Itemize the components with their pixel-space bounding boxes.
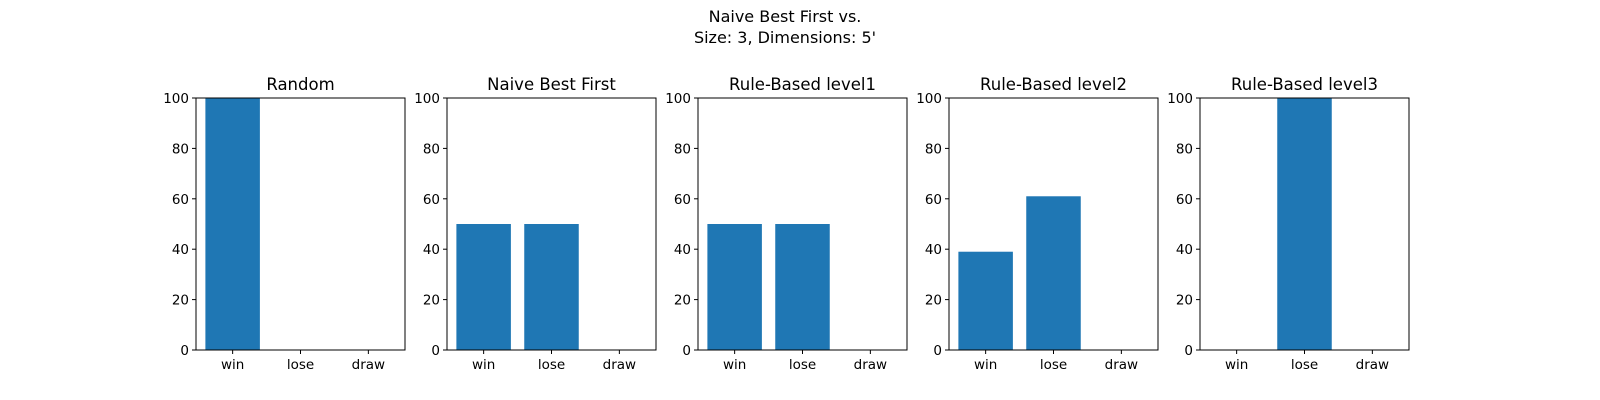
subplot-4: 0 20 40 60 80 100 win lose draw Rule-Based level2 <box>916 75 1159 373</box>
bar-lose <box>524 224 579 350</box>
y-tick-label: 80 <box>674 141 691 157</box>
y-tick-label: 100 <box>665 91 691 107</box>
x-tick-label-draw: draw <box>352 357 385 373</box>
bar-win <box>958 251 1013 350</box>
y-tick-label: 20 <box>423 293 440 309</box>
subplot-title: Random <box>266 75 334 94</box>
y-tick-label: 60 <box>1176 192 1193 208</box>
subplot-3: 0 20 40 60 80 100 win lose draw Rule-Based level1 <box>665 75 908 373</box>
y-tick-label: 20 <box>925 293 942 309</box>
y-tick-label: 40 <box>925 242 942 258</box>
bar-win <box>456 224 511 350</box>
y-tick-label: 60 <box>674 192 691 208</box>
x-tick-label-draw: draw <box>1356 357 1389 373</box>
x-tick-label-win: win <box>723 357 746 373</box>
figure-title-line-1: Naive Best First vs. <box>709 7 862 26</box>
x-tick-label-win: win <box>472 357 495 373</box>
bar-win <box>707 224 762 350</box>
subplot-1: 0 20 40 60 80 100 win lose draw Random <box>163 75 406 373</box>
y-tick-label: 40 <box>674 242 691 258</box>
x-tick-label-lose: lose <box>287 357 314 373</box>
y-tick-label: 100 <box>414 91 440 107</box>
y-tick-label: 80 <box>1176 141 1193 157</box>
y-tick-label: 80 <box>925 141 942 157</box>
x-tick-label-lose: lose <box>789 357 816 373</box>
y-tick-label: 60 <box>172 192 189 208</box>
y-tick-label: 100 <box>1167 91 1193 107</box>
x-tick-label-lose: lose <box>1040 357 1067 373</box>
bar-lose <box>1026 196 1081 350</box>
subplot-title: Rule-Based level2 <box>980 75 1127 94</box>
y-tick-label: 20 <box>1176 293 1193 309</box>
y-tick-label: 100 <box>163 91 189 107</box>
subplots: 0 20 40 60 80 100 win lose draw Random 0 20 40 60 80 10… <box>163 75 1410 373</box>
y-tick-label: 80 <box>172 141 189 157</box>
subplot-title: Rule-Based level3 <box>1231 75 1378 94</box>
x-tick-label-win: win <box>221 357 244 373</box>
bar-lose <box>775 224 830 350</box>
x-tick-label-lose: lose <box>1291 357 1318 373</box>
x-tick-label-win: win <box>1225 357 1248 373</box>
x-tick-label-draw: draw <box>603 357 636 373</box>
y-tick-label: 20 <box>674 293 691 309</box>
y-tick-label: 100 <box>916 91 942 107</box>
x-tick-label-win: win <box>974 357 997 373</box>
figure-title-line-2: Size: 3, Dimensions: 5' <box>694 28 876 47</box>
y-tick-label: 60 <box>925 192 942 208</box>
y-tick-label: 40 <box>423 242 440 258</box>
subplot-title: Rule-Based level1 <box>729 75 876 94</box>
x-tick-label-draw: draw <box>854 357 887 373</box>
y-tick-label: 40 <box>172 242 189 258</box>
x-tick-label-lose: lose <box>538 357 565 373</box>
y-tick-label: 40 <box>1176 242 1193 258</box>
y-tick-label: 80 <box>423 141 440 157</box>
bar-win <box>205 98 260 350</box>
y-tick-label: 20 <box>172 293 189 309</box>
subplot-2: 0 20 40 60 80 100 win lose draw Naive Best First <box>414 75 657 373</box>
subplot-5: 0 20 40 60 80 100 win lose draw Rule-Based level3 <box>1167 75 1410 373</box>
y-tick-label: 0 <box>933 343 942 359</box>
bar-lose <box>1277 98 1332 350</box>
y-tick-label: 0 <box>180 343 189 359</box>
y-tick-label: 60 <box>423 192 440 208</box>
subplot-title: Naive Best First <box>487 75 616 94</box>
x-tick-label-draw: draw <box>1105 357 1138 373</box>
y-tick-label: 0 <box>431 343 440 359</box>
y-tick-label: 0 <box>1184 343 1193 359</box>
y-tick-label: 0 <box>682 343 691 359</box>
